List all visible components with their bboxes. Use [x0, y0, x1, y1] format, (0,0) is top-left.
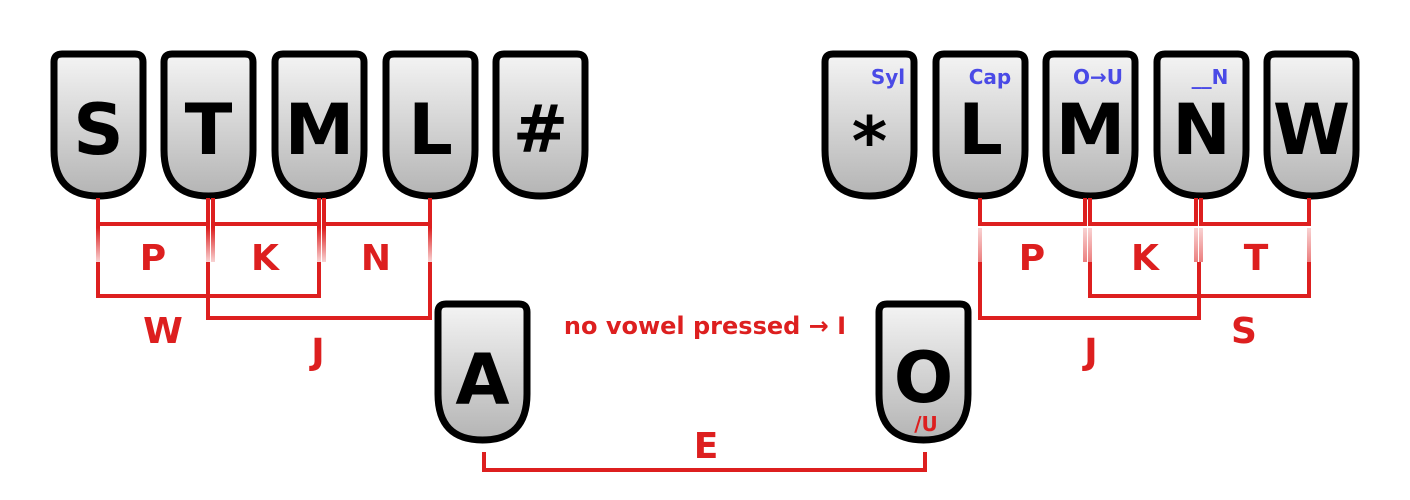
right-key-w: W [1263, 50, 1360, 200]
no-vowel-note: no vowel pressed → I [564, 312, 846, 340]
right-combo-t: T [1244, 238, 1269, 279]
vowel-key-a: A [434, 300, 531, 444]
right-combo-p: P [1019, 238, 1045, 279]
right-key-star: * Syl [821, 50, 918, 200]
right-combo-k: K [1131, 238, 1160, 279]
right-key-l-label: L [958, 89, 1003, 171]
left-combo-brackets [96, 198, 432, 320]
note-underscore-n: __N [1192, 65, 1229, 89]
left-combo-w: W [143, 311, 183, 352]
right-key-l: L Cap [932, 50, 1029, 200]
note-o-to-u: O→U [1073, 65, 1123, 89]
right-key-m: M O→U [1042, 50, 1139, 200]
right-combo-j: J [1081, 332, 1097, 373]
vowel-key-o: O /U [875, 300, 972, 444]
vowel-bracket-e [482, 452, 927, 472]
left-key-m-label: M [285, 89, 355, 171]
left-key-number-label: # [513, 91, 568, 168]
left-bracket-p-top [96, 198, 210, 226]
right-bracket-j [978, 262, 1201, 320]
note-syl: Syl [871, 65, 905, 89]
right-key-w-label: W [1273, 89, 1350, 171]
left-key-number: # [492, 50, 589, 200]
left-key-s-label: S [73, 89, 123, 171]
left-key-s: S [50, 50, 147, 200]
left-key-t: T [160, 50, 257, 200]
right-combo-s: S [1231, 311, 1257, 352]
left-combo-j: J [308, 332, 324, 373]
right-bracket-t-top [1199, 198, 1311, 226]
left-key-l: L [382, 50, 479, 200]
right-key-n: N __N [1153, 50, 1250, 200]
left-key-l-label: L [408, 89, 453, 171]
right-key-n-label: N [1172, 89, 1231, 171]
right-combo-brackets [978, 198, 1311, 320]
left-combo-p: P [140, 238, 166, 279]
right-bracket-p-top [978, 198, 1087, 226]
vowel-combo-e: E [694, 426, 719, 467]
vowel-key-o-note: /U [914, 412, 938, 436]
right-key-star-label: * [852, 103, 888, 182]
note-cap: Cap [969, 65, 1012, 89]
vowel-key-o-label: O [894, 337, 954, 419]
left-bracket-n-top [322, 198, 432, 226]
right-bracket-s [1088, 262, 1311, 298]
left-combo-n: N [361, 238, 391, 279]
left-combo-k: K [251, 238, 280, 279]
vowel-key-a-label: A [455, 339, 509, 421]
left-key-t-label: T [185, 89, 233, 171]
right-key-m-label: M [1056, 89, 1126, 171]
left-bracket-k-top [211, 198, 321, 226]
left-bracket-j [206, 262, 432, 320]
right-bracket-k-top [1088, 198, 1198, 226]
left-key-m: M [271, 50, 368, 200]
